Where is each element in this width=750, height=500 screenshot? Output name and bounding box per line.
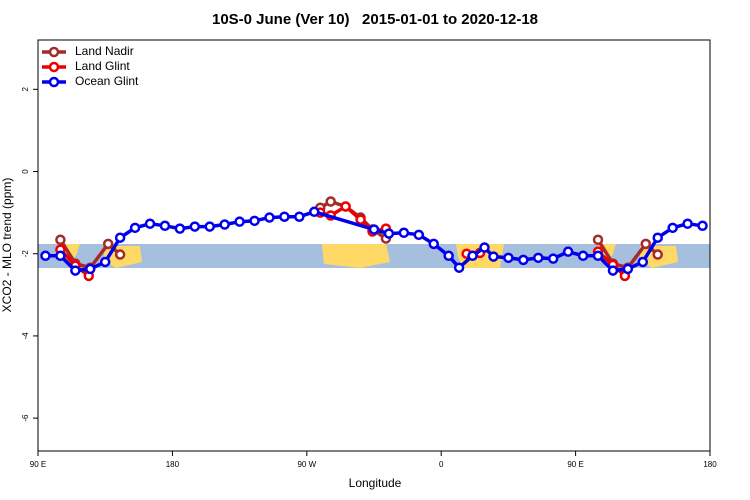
data-point	[294, 211, 305, 222]
data-point	[264, 212, 275, 223]
y-tick-label: -6	[21, 414, 30, 422]
land	[322, 244, 390, 268]
y-axis-label: XCO2 - MLO trend (ppm)	[0, 178, 14, 313]
data-point	[129, 222, 141, 234]
data-point	[652, 232, 663, 243]
x-tick-label: 180	[703, 460, 717, 469]
x-tick-label: 90 E	[567, 460, 583, 469]
data-point	[577, 250, 589, 262]
data-point	[219, 219, 230, 230]
series	[40, 206, 708, 276]
data-point	[533, 252, 544, 264]
data-point	[547, 253, 559, 264]
data-point	[159, 220, 171, 232]
data-point	[479, 242, 490, 253]
data-point	[503, 252, 514, 264]
chart-title: 10S-0 June (Ver 10) 2015-01-01 to 2020-1…	[212, 11, 538, 28]
data-point	[428, 238, 439, 250]
legend-marker	[48, 76, 60, 88]
y-tick-label: -4	[21, 332, 30, 340]
data-point	[102, 238, 114, 250]
data-point	[279, 211, 290, 222]
legend-marker	[48, 46, 60, 58]
data-point	[467, 250, 478, 262]
data-point	[383, 228, 395, 239]
data-point	[325, 196, 336, 207]
legend-label: Ocean Glint	[75, 74, 139, 88]
data-point	[204, 221, 215, 232]
data-point	[174, 223, 186, 234]
data-point	[413, 229, 425, 241]
x-tick-label: 180	[166, 460, 180, 469]
data-point	[144, 218, 156, 229]
data-point	[443, 250, 454, 262]
data-point	[488, 251, 499, 262]
legend-marker	[48, 61, 60, 73]
data-point	[368, 224, 380, 235]
data-point	[518, 254, 529, 266]
data-point	[234, 216, 245, 227]
data-point	[637, 256, 649, 268]
data-point	[398, 227, 410, 239]
data-point	[607, 265, 619, 276]
y-tick-label: 0	[21, 169, 30, 174]
x-tick-label: 0	[439, 460, 444, 469]
data-point	[114, 249, 126, 260]
data-point	[622, 263, 634, 275]
data-point	[114, 232, 126, 243]
data-point	[652, 249, 663, 260]
data-point	[592, 234, 604, 245]
data-point	[85, 263, 96, 275]
legend-label: Land Glint	[75, 59, 130, 73]
data-point	[697, 220, 708, 232]
series	[55, 201, 631, 282]
data-point	[355, 214, 366, 225]
data-point	[592, 250, 604, 262]
data-point	[453, 262, 465, 273]
data-point	[640, 238, 652, 250]
data-point	[189, 221, 201, 232]
x-tick-label: 90 W	[297, 460, 316, 469]
data-point	[40, 250, 51, 262]
data-point	[562, 246, 574, 257]
data-point	[99, 256, 111, 268]
plot-frame	[37, 39, 711, 452]
x-axis-label: Longitude	[349, 476, 402, 490]
data-point	[309, 206, 320, 218]
data-point	[249, 215, 260, 227]
data-point	[55, 250, 66, 262]
data-point	[682, 218, 693, 229]
data-point	[667, 222, 678, 234]
data-point	[340, 201, 351, 212]
legend-label: Land Nadir	[75, 44, 134, 58]
y-tick-label: -2	[21, 250, 30, 258]
y-tick-label: 2	[21, 87, 30, 92]
data-point	[55, 234, 66, 245]
data-point	[70, 265, 81, 276]
x-tick-label: 90 E	[30, 460, 46, 469]
